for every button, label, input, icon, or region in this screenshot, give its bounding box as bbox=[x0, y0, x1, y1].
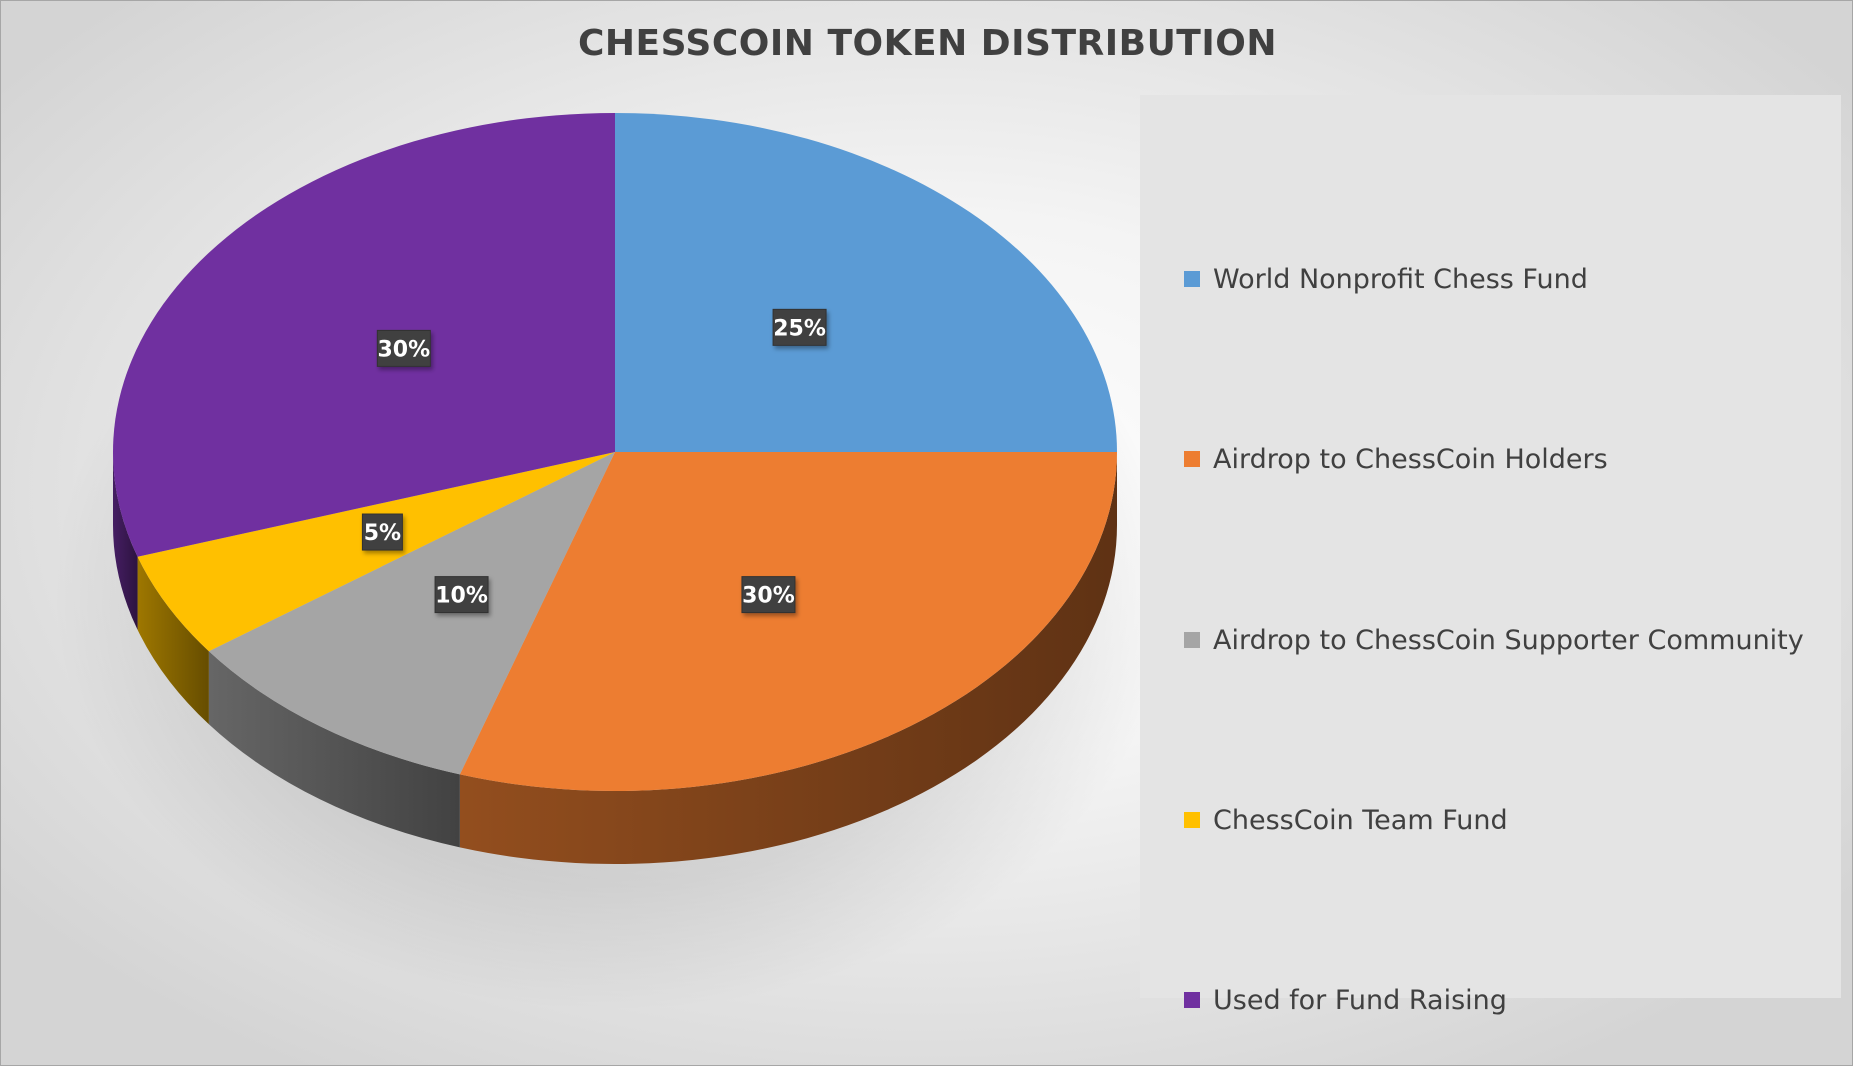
legend-swatch bbox=[1184, 271, 1200, 287]
data-label-text: 5% bbox=[364, 521, 401, 546]
data-label-text: 30% bbox=[742, 584, 795, 609]
pie-slice bbox=[137, 452, 615, 652]
legend-item: Airdrop to ChessCoin Holders bbox=[1184, 441, 1608, 477]
pie-slice-side bbox=[208, 651, 460, 848]
data-label-box bbox=[741, 576, 796, 614]
pie-data-labels: 25% 30% 10% 5% 30% bbox=[361, 308, 827, 614]
legend-swatch bbox=[1184, 992, 1200, 1008]
data-label: 25% bbox=[772, 308, 827, 346]
data-label-box bbox=[376, 329, 431, 367]
data-label: 10% bbox=[434, 576, 489, 614]
data-label-text: 10% bbox=[435, 584, 488, 609]
legend: World Nonprofit Chess Fund Airdrop to Ch… bbox=[1140, 95, 1841, 1016]
pie-sides bbox=[113, 452, 1117, 864]
legend-item: Used for Fund Raising bbox=[1184, 982, 1507, 1018]
pie-slice bbox=[615, 113, 1117, 452]
legend-label: ChessCoin Team Fund bbox=[1213, 804, 1508, 836]
data-label-box bbox=[434, 576, 489, 614]
data-label-box bbox=[772, 308, 827, 346]
pie-slice-side bbox=[459, 452, 1117, 864]
pie-slice bbox=[459, 452, 1117, 791]
data-label-box bbox=[361, 513, 403, 551]
data-label-text: 30% bbox=[377, 337, 430, 362]
legend-item: ChessCoin Team Fund bbox=[1184, 802, 1508, 838]
legend-label: Used for Fund Raising bbox=[1213, 984, 1507, 1016]
pie-slice bbox=[112, 113, 615, 557]
legend-label: Airdrop to ChessCoin Supporter Community bbox=[1213, 624, 1804, 656]
pie-slice-side bbox=[137, 556, 209, 725]
legend-label: Airdrop to ChessCoin Holders bbox=[1213, 443, 1608, 475]
pie-slice bbox=[208, 452, 615, 775]
pie-tops bbox=[112, 113, 1117, 791]
legend-item: World Nonprofit Chess Fund bbox=[1184, 261, 1588, 297]
legend-label: World Nonprofit Chess Fund bbox=[1213, 263, 1588, 295]
legend-item: Airdrop to ChessCoin Supporter Community bbox=[1184, 622, 1804, 658]
data-label: 30% bbox=[376, 329, 431, 367]
chart-title: CHESSCOIN TOKEN DISTRIBUTION bbox=[577, 23, 1277, 64]
data-label-text: 25% bbox=[773, 316, 826, 341]
legend-swatch bbox=[1184, 812, 1200, 828]
legend-swatch bbox=[1184, 451, 1200, 467]
data-label: 5% bbox=[361, 513, 403, 551]
data-label: 30% bbox=[741, 576, 796, 614]
legend-swatch bbox=[1184, 632, 1200, 648]
pie-slice-side bbox=[113, 452, 138, 630]
